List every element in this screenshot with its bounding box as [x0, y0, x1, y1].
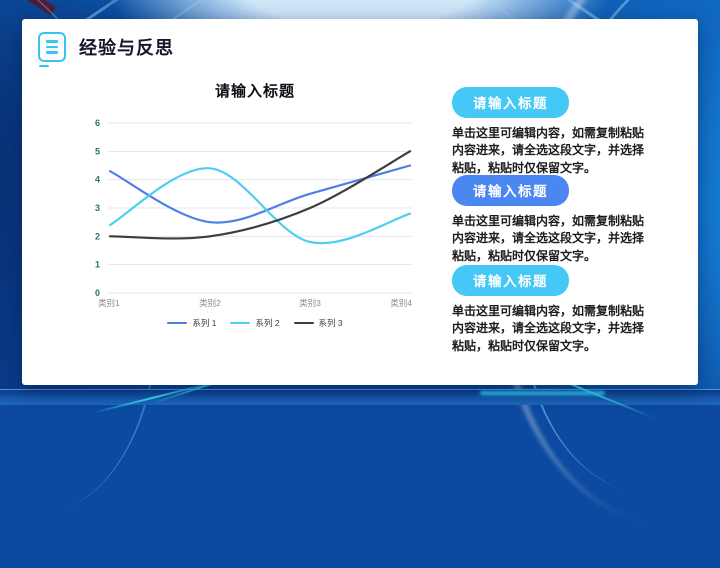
svg-text:1: 1	[95, 260, 100, 270]
slide-card: 经验与反思 请输入标题 0 1 2 3 4 5 6 类别1 类别2 类别3 类别4 系列 1 系列 2…	[22, 19, 698, 385]
chart-placeholder[interactable]: 请输入标题 0 1 2 3 4 5 6 类别1 类别2 类别3 类别4 系列 1 系列 2 系列 3	[74, 79, 436, 329]
svg-text:类别4: 类别4	[390, 298, 412, 308]
legend-swatch	[293, 321, 314, 325]
svg-text:2: 2	[95, 231, 100, 241]
block-title-pill[interactable]: 请输入标题	[452, 87, 569, 118]
legend-label: 系列 2	[255, 318, 280, 328]
svg-text:类别2: 类别2	[199, 298, 221, 308]
legend-item: 系列 3	[293, 317, 343, 329]
text-block-1: 请输入标题 单击这里可编辑内容，如需复制粘贴内容进来，请全选这段文字，并选择粘贴…	[452, 87, 662, 177]
block-body[interactable]: 单击这里可编辑内容，如需复制粘贴内容进来，请全选这段文字，并选择粘贴，粘贴时仅保…	[452, 214, 645, 263]
svg-text:5: 5	[95, 146, 100, 156]
document-lines-icon	[38, 32, 66, 67]
text-block-3: 请输入标题 单击这里可编辑内容，如需复制粘贴内容进来，请全选这段文字，并选择粘贴…	[452, 265, 662, 355]
legend-swatch	[230, 321, 251, 325]
legend-label: 系列 1	[192, 318, 217, 328]
svg-text:0: 0	[95, 288, 100, 298]
chart-title[interactable]: 请输入标题	[214, 83, 295, 100]
block-body[interactable]: 单击这里可编辑内容，如需复制粘贴内容进来，请全选这段文字，并选择粘贴，粘贴时仅保…	[452, 126, 645, 175]
legend-swatch	[167, 321, 188, 325]
svg-text:类别3: 类别3	[299, 298, 321, 308]
text-block-2: 请输入标题 单击这里可编辑内容，如需复制粘贴内容进来，请全选这段文字，并选择粘贴…	[452, 175, 662, 265]
bg-floor-glow	[480, 391, 605, 395]
block-title-pill[interactable]: 请输入标题	[452, 265, 569, 296]
svg-text:类别1: 类别1	[98, 298, 120, 308]
chart-legend: 系列 1 系列 2 系列 3	[74, 317, 436, 329]
legend-label: 系列 3	[318, 318, 343, 328]
bg-floor	[0, 389, 720, 405]
block-body[interactable]: 单击这里可编辑内容，如需复制粘贴内容进来，请全选这段文字，并选择粘贴，粘贴时仅保…	[452, 304, 645, 353]
block-title-pill[interactable]: 请输入标题	[452, 175, 569, 206]
slide-header: 经验与反思	[38, 32, 174, 67]
page-title: 经验与反思	[79, 38, 174, 58]
legend-item: 系列 2	[230, 317, 280, 329]
svg-text:3: 3	[95, 203, 100, 213]
line-chart[interactable]: 0 1 2 3 4 5 6 类别1 类别2 类别3 类别4	[74, 109, 436, 315]
legend-item: 系列 1	[167, 317, 216, 329]
svg-text:6: 6	[95, 118, 100, 128]
svg-text:4: 4	[95, 175, 100, 185]
